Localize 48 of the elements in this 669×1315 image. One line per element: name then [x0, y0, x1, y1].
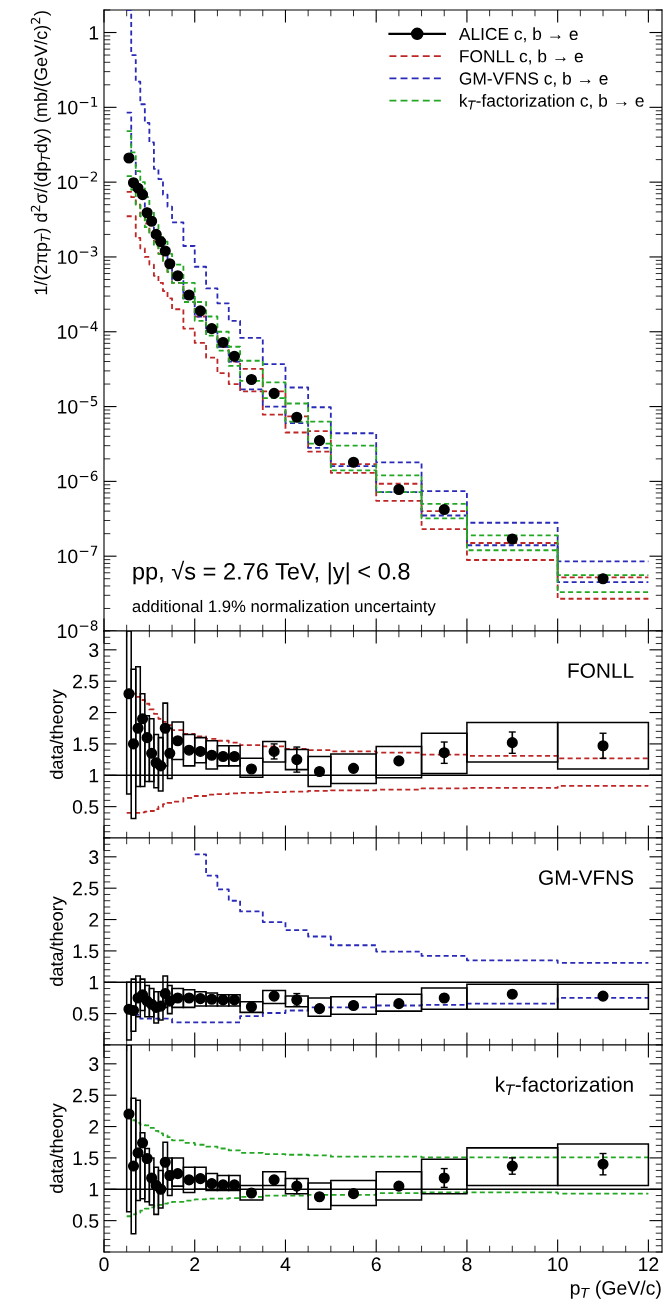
y-tick-label: 3	[89, 643, 99, 658]
y-tick-label: 10$^{−6}$	[58, 470, 98, 489]
y-tick-label: 1	[89, 975, 99, 990]
y-tick-label: 1.5	[73, 1151, 99, 1166]
y-tick-label: 1	[89, 26, 99, 40]
y-tick-label: 3	[89, 850, 99, 865]
y-tick-label: 10$^{−8}$	[58, 620, 98, 639]
y-tick-label: 10$^{−7}$	[58, 545, 98, 564]
x-axis-title: p$_{T}$ (GeV/c)	[570, 1280, 661, 1299]
y-tick-label: 2.5	[73, 674, 99, 689]
annotation: additional 1.9% normalization uncertainty	[132, 599, 436, 616]
y-tick-label: 2.5	[73, 1088, 99, 1103]
y-tick-label: 2	[89, 706, 99, 720]
y-tick-label: 1.5	[73, 737, 99, 752]
y-tick-label: 10$^{−2}$	[58, 171, 98, 190]
legend-label: GM-VFNS c, b → e	[459, 71, 608, 87]
annotation: pp, √s = 2.76 TeV, |y| < 0.8	[133, 560, 410, 585]
legend-label: k$_{T}$-factorization c, b → e	[460, 94, 644, 110]
y-tick-label: 1.5	[73, 944, 99, 959]
y-tick-label: 0.5	[72, 1214, 99, 1228]
legend-label: FONLL c, b → e	[460, 49, 583, 65]
y-tick-label: 10$^{−3}$	[58, 246, 98, 265]
y-axis-title: data/theory	[49, 689, 67, 779]
y-tick-label: 3	[89, 1057, 99, 1072]
y-axis-title: data/theory	[49, 896, 67, 986]
x-tick-label: 0	[99, 1257, 109, 1272]
annotation: GM-VFNS	[539, 870, 634, 885]
text: 1/(2πp$_{T}$) d$^{2}$σ/(dp$_{T}$dy) (mb/(GeV/c)$^{2}$)	[30, 11, 51, 295]
x-tick-label: 8	[462, 1257, 472, 1272]
annotation: FONLL	[568, 663, 634, 678]
x-tick-label: 10	[548, 1257, 568, 1272]
x-tick-label: 4	[280, 1257, 291, 1271]
y-tick-label: 1	[89, 768, 99, 783]
x-tick-label: 2	[190, 1257, 200, 1271]
y-tick-label: 2	[89, 1120, 99, 1134]
y-tick-label: 0.5	[72, 1007, 99, 1021]
y-axis-title: data/theory	[49, 1103, 67, 1193]
y-tick-label: 0.5	[72, 800, 99, 814]
x-tick-label: 6	[371, 1257, 381, 1272]
y-tick-label: 2.5	[73, 881, 99, 896]
y-tick-label: 10$^{−4}$	[58, 321, 98, 339]
y-tick-label: 1	[89, 1182, 99, 1197]
y-tick-label: 10$^{−1}$	[58, 96, 98, 115]
x-tick-label: 12	[639, 1257, 659, 1271]
y-tick-label: 2	[89, 913, 99, 927]
legend-label: ALICE c, b → e	[458, 27, 578, 43]
y-tick-label: 10$^{−5}$	[58, 396, 98, 414]
annotation: k$_{T}$-factorization	[496, 1076, 633, 1096]
